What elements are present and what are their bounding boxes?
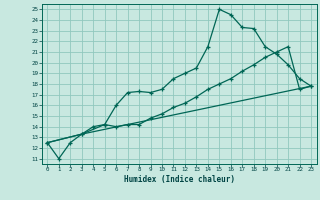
X-axis label: Humidex (Indice chaleur): Humidex (Indice chaleur): [124, 175, 235, 184]
